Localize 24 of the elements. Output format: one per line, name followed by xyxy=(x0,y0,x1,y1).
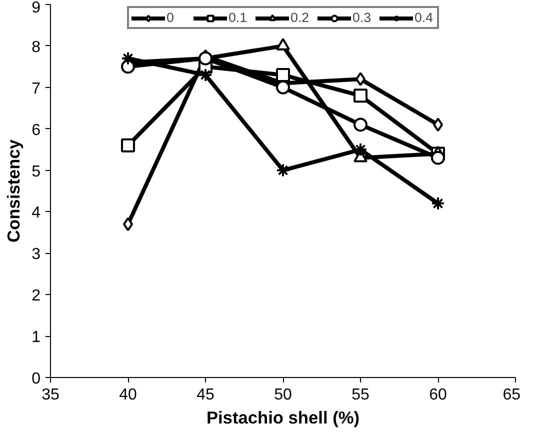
y-tick-label: 9 xyxy=(32,0,41,16)
legend-label: 0.3 xyxy=(352,10,372,25)
x-tick-label: 60 xyxy=(429,386,447,404)
y-tick-label: 1 xyxy=(32,329,41,346)
y-tick-label: 6 xyxy=(32,122,41,139)
x-tick-label: 50 xyxy=(274,386,292,404)
x-tick-label: 55 xyxy=(352,386,370,404)
x-tick-label: 45 xyxy=(196,386,214,404)
y-tick-label: 7 xyxy=(32,80,41,98)
y-tick-label: 3 xyxy=(32,246,41,264)
x-tick-label: 35 xyxy=(42,386,60,404)
legend-label: 0.1 xyxy=(228,10,248,25)
y-tick-label: 0 xyxy=(32,370,41,388)
x-tick-label: 65 xyxy=(502,386,521,404)
y-axis-title: Consistency xyxy=(4,139,24,243)
x-axis-title: Pistachio shell (%) xyxy=(206,408,360,428)
legend-label: 0.4 xyxy=(414,10,434,25)
y-tick-label: 5 xyxy=(32,163,41,180)
y-tick-label: 4 xyxy=(32,204,41,222)
y-tick-label: 8 xyxy=(32,38,41,56)
legend-label: 0.2 xyxy=(290,10,310,25)
x-tick-label: 40 xyxy=(119,386,137,404)
y-tick-label: 2 xyxy=(32,288,41,305)
legend-label: 0 xyxy=(166,10,175,25)
